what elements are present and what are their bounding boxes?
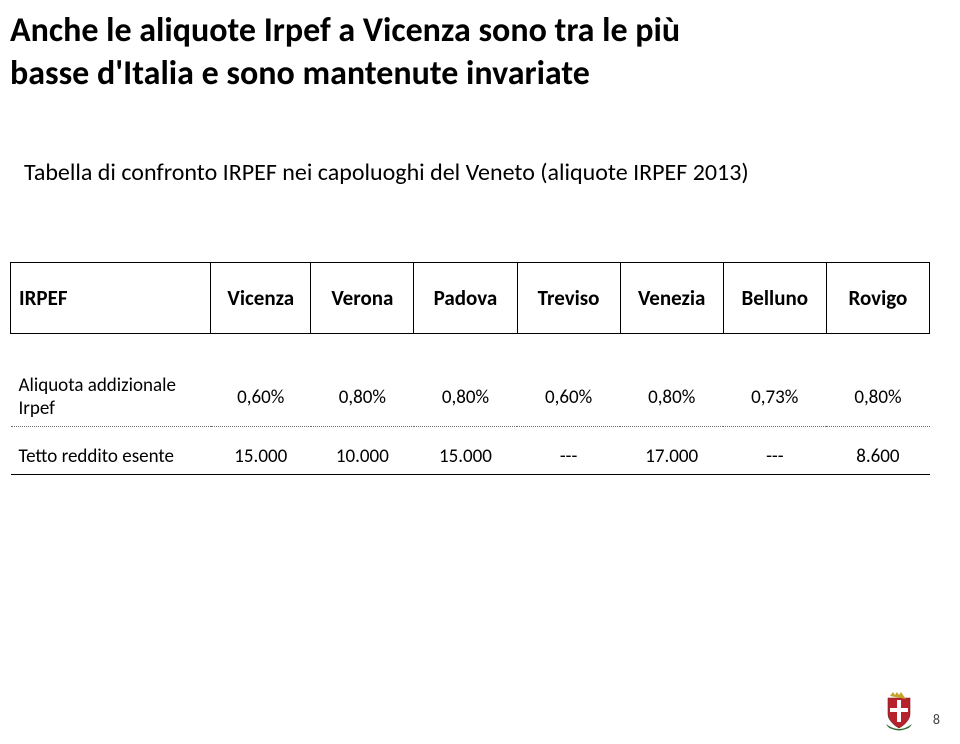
cell: 0,60% — [211, 362, 311, 427]
title-line-1: Anche le aliquote Irpef a Vicenza sono t… — [10, 10, 680, 51]
cell: --- — [723, 427, 826, 475]
row-label: Aliquota addizionale Irpef — [11, 362, 211, 427]
cell: 15.000 — [414, 427, 517, 475]
col-header: Vicenza — [211, 263, 311, 334]
col-header: Belluno — [723, 263, 826, 334]
cell: 8.600 — [826, 427, 929, 475]
title-line-2: basse d'Italia e sono mantenute invariat… — [10, 53, 590, 94]
cell: 17.000 — [620, 427, 723, 475]
cell: 0,80% — [414, 362, 517, 427]
col-header: Padova — [414, 263, 517, 334]
col-header: IRPEF — [11, 263, 211, 334]
slide-subtitle: Tabella di confronto IRPEF nei capoluogh… — [24, 158, 749, 187]
cell: --- — [517, 427, 620, 475]
cell: 0,60% — [517, 362, 620, 427]
slide-title: Anche le aliquote Irpef a Vicenza sono t… — [10, 10, 940, 95]
cell: 0,80% — [826, 362, 929, 427]
col-header: Rovigo — [826, 263, 929, 334]
cell: 0,73% — [723, 362, 826, 427]
irpef-table: IRPEF Vicenza Verona Padova Treviso Vene… — [10, 262, 930, 475]
table-row: Aliquota addizionale Irpef 0,60% 0,80% 0… — [11, 362, 930, 427]
cell: 10.000 — [311, 427, 414, 475]
table-header-row: IRPEF Vicenza Verona Padova Treviso Vene… — [11, 263, 930, 334]
crest-icon — [882, 690, 916, 732]
cell: 0,80% — [311, 362, 414, 427]
col-header: Verona — [311, 263, 414, 334]
col-header: Treviso — [517, 263, 620, 334]
table-row: Tetto reddito esente 15.000 10.000 15.00… — [11, 427, 930, 475]
page-number: 8 — [933, 711, 940, 728]
cell: 15.000 — [211, 427, 311, 475]
table-spacer — [11, 334, 930, 363]
cell: 0,80% — [620, 362, 723, 427]
col-header: Venezia — [620, 263, 723, 334]
row-label: Tetto reddito esente — [11, 427, 211, 475]
